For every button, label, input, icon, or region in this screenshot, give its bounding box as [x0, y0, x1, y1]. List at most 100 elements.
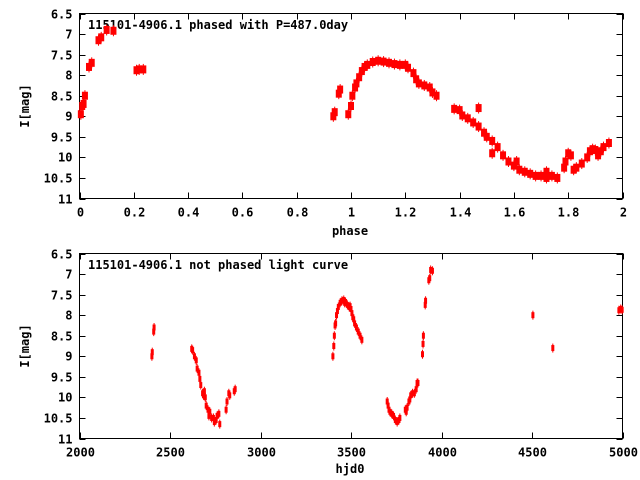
phased-data-point: [349, 90, 356, 102]
unphased-data-point: [208, 407, 212, 417]
phased-data-point: [516, 164, 523, 176]
unphased-data-point: [215, 411, 219, 421]
phased-data-point: [110, 25, 117, 37]
unphased-y-tick-label: 8: [65, 309, 72, 323]
phased-data-point: [489, 147, 496, 159]
unphased-data-point: [204, 401, 208, 411]
phased-data-point: [483, 131, 490, 143]
phased-data-point: [429, 86, 436, 98]
unphased-data-point: [420, 349, 424, 359]
unphased-data-point: [199, 380, 203, 390]
unphased-data-point: [392, 411, 396, 421]
phased-y-tick-label: 8: [65, 69, 72, 83]
phased-data-point: [98, 31, 105, 43]
unphased-y-tick-label: 10.5: [44, 412, 73, 426]
unphased-data-point: [217, 409, 221, 419]
phased-data-point: [103, 24, 110, 36]
phased-data-point: [81, 90, 88, 102]
unphased-data-point: [430, 266, 434, 276]
unphased-data-point: [620, 305, 624, 315]
phased-data-point: [532, 170, 539, 182]
unphased-light-curve-panel: 115101-4906.1 not phased light curve hjd…: [18, 248, 638, 477]
unphased-data-point: [195, 364, 199, 374]
phased-data-point: [451, 103, 458, 115]
unphased-data-point: [212, 417, 216, 427]
phased-data-point: [548, 170, 555, 182]
unphased-x-tick-label: 4500: [518, 446, 547, 460]
phased-data-point: [464, 112, 471, 124]
phased-data-point: [140, 63, 147, 75]
phased-x-tick-label: 0.4: [178, 206, 200, 220]
phased-data-point: [421, 79, 428, 91]
phased-data-point: [88, 57, 95, 69]
phased-data-point: [494, 141, 501, 153]
unphased-data-point: [414, 384, 418, 394]
phased-y-tick-label: 10: [58, 151, 72, 165]
phased-y-tick-label: 9: [65, 110, 72, 124]
phased-x-tick-label: 2: [620, 206, 627, 220]
phased-data-point: [386, 57, 393, 69]
phased-data-point: [415, 77, 422, 89]
phased-data-point: [77, 108, 84, 120]
phased-data-point: [375, 55, 382, 67]
phased-data-point: [348, 100, 354, 112]
unphased-data-point: [617, 305, 621, 315]
unphased-data-point: [424, 296, 428, 306]
phased-data-point: [554, 172, 561, 184]
phased-data-point: [345, 108, 352, 120]
unphased-x-tick-label: 3000: [247, 446, 276, 460]
phased-data-point: [337, 84, 344, 96]
phased-data-point: [527, 168, 534, 180]
unphased-y-tick-label: 11: [58, 433, 72, 447]
phased-x-tick-label: 0.2: [124, 206, 146, 220]
unphased-data-point: [191, 345, 195, 355]
unphased-data-point: [388, 407, 392, 417]
unphased-data-point: [421, 331, 425, 341]
phased-data-point: [605, 137, 612, 149]
unphased-x-tick-label: 4000: [428, 446, 457, 460]
unphased-data-point: [198, 374, 202, 384]
phased-data-point: [80, 98, 87, 110]
phased-data-point: [136, 63, 143, 75]
unphased-data-point: [338, 298, 342, 308]
unphased-data-point: [152, 323, 156, 332]
unphased-data-point: [206, 405, 210, 415]
unphased-data-point: [331, 351, 335, 361]
phased-data-point: [538, 170, 545, 182]
unphased-data-point: [340, 296, 344, 306]
phased-data-point: [578, 158, 585, 170]
unphased-data-point: [202, 386, 206, 396]
unphased-y-tick-label: 9: [65, 350, 72, 364]
unphased-data-point: [412, 388, 416, 398]
phased-y-tick-label: 11: [58, 193, 72, 207]
phased-x-axis-label: phase: [332, 224, 368, 238]
phased-data-point: [600, 141, 607, 153]
unphased-data-point: [405, 403, 409, 413]
unphased-y-axis-label: I[mag]: [18, 324, 32, 367]
unphased-data-point: [192, 351, 196, 361]
unphased-data-point: [334, 318, 338, 328]
phased-y-tick-label: 7: [65, 28, 72, 42]
phased-data-point: [489, 135, 496, 147]
phased-x-tick-label: 1.8: [558, 206, 580, 220]
phased-y-tick-label: 6.5: [51, 8, 73, 22]
phased-data-point: [500, 149, 507, 161]
phased-data-point: [396, 59, 403, 71]
phased-data-point: [513, 156, 520, 167]
unphased-chart-title: 115101-4906.1 not phased light curve: [88, 258, 348, 272]
phased-data-point: [459, 109, 466, 121]
unphased-data-point: [228, 390, 232, 400]
unphased-x-axis-label: hjd0: [336, 462, 365, 476]
unphased-data-point: [332, 331, 336, 341]
phased-y-axis-label: I[mag]: [18, 84, 32, 127]
unphased-data-point: [345, 300, 349, 310]
phased-data-point: [391, 58, 398, 70]
phased-y-tick-label: 9.5: [51, 131, 73, 145]
unphased-data-point: [356, 327, 360, 337]
unphased-x-tick-label: 2000: [66, 446, 95, 460]
unphased-data-point: [409, 390, 413, 400]
phased-x-tick-label: 0.8: [287, 206, 309, 220]
unphased-data-point: [233, 384, 237, 394]
phased-x-tick-label: 1.6: [504, 206, 526, 220]
unphased-data-point: [360, 335, 364, 345]
